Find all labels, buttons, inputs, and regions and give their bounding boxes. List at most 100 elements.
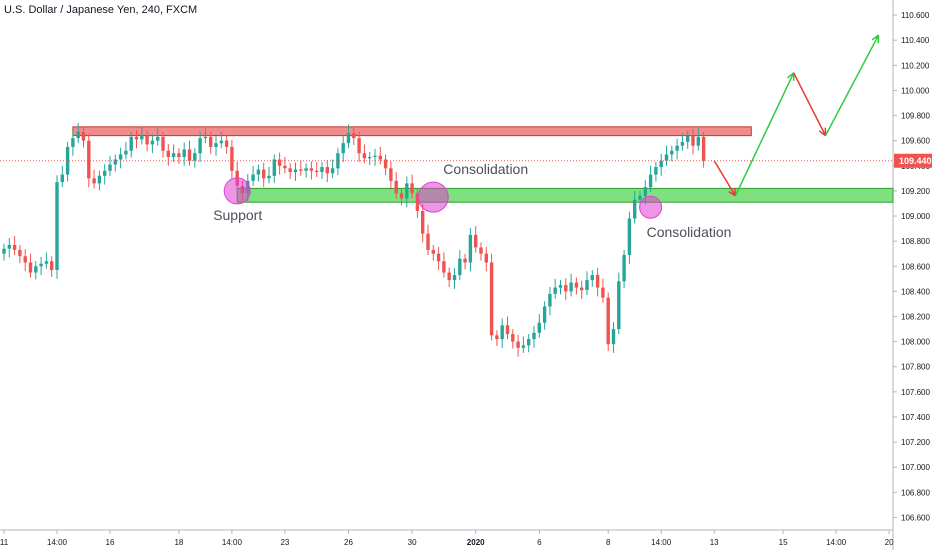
candle-body xyxy=(648,174,653,188)
candle-body xyxy=(346,133,351,144)
price-tick-label: 109.800 xyxy=(901,112,930,121)
candle-body xyxy=(590,275,594,281)
candle-body xyxy=(299,169,303,171)
candle-body xyxy=(368,156,372,159)
consolidation-label: Consolidation xyxy=(647,224,732,240)
candle-body xyxy=(230,146,234,171)
projection-arrowhead xyxy=(871,34,879,41)
price-tick-label: 108.000 xyxy=(901,338,930,347)
candle-body xyxy=(118,154,123,160)
candle-body xyxy=(548,293,552,307)
candle-body xyxy=(23,256,27,263)
candle-body xyxy=(336,153,340,169)
price-tick-label: 107.400 xyxy=(901,413,930,422)
candle-body xyxy=(686,135,690,142)
candle-body xyxy=(664,154,669,161)
candle-body xyxy=(55,182,59,271)
candle-body xyxy=(516,341,520,348)
candle-body xyxy=(680,141,685,146)
candle-body xyxy=(187,149,192,161)
candle-body xyxy=(60,174,64,183)
candle-body xyxy=(431,249,435,254)
candle-body xyxy=(569,282,573,292)
time-tick-label: 11 xyxy=(0,538,9,547)
candle-body xyxy=(108,164,112,171)
candle-body xyxy=(458,258,462,276)
candle-body xyxy=(2,248,6,254)
candle-body xyxy=(500,325,504,340)
candle-body xyxy=(113,159,117,165)
candle-body xyxy=(537,322,541,333)
candle-body xyxy=(484,253,488,263)
candle-body xyxy=(224,140,229,147)
candle-body xyxy=(92,178,96,184)
candle-body xyxy=(288,168,292,173)
time-tick-label: 2020 xyxy=(467,538,485,547)
candle-body xyxy=(304,168,308,171)
candle-body xyxy=(611,329,616,345)
candle-body xyxy=(479,247,483,254)
candle-body xyxy=(394,180,398,194)
candle-body xyxy=(214,143,218,147)
candle-body xyxy=(129,136,133,151)
candle-body xyxy=(701,136,706,161)
time-tick-label: 18 xyxy=(174,538,183,547)
candle-body xyxy=(277,159,282,166)
candle-body xyxy=(691,135,695,146)
price-tick-label: 107.600 xyxy=(901,388,930,397)
candle-body xyxy=(527,339,531,346)
candle-body xyxy=(124,150,128,155)
candle-body xyxy=(103,170,107,176)
candle-body xyxy=(585,280,589,291)
candle-body xyxy=(71,138,75,147)
projection-line xyxy=(734,72,795,197)
candle-body xyxy=(293,169,298,173)
candle-body xyxy=(415,193,420,211)
candle-body xyxy=(7,244,11,249)
time-tick-label: 23 xyxy=(280,538,289,547)
candle-body xyxy=(28,262,33,273)
price-tick-label: 108.600 xyxy=(901,262,930,271)
current-price-label: 109.440 xyxy=(899,156,932,166)
price-tick-label: 109.200 xyxy=(901,187,930,196)
price-tick-label: 110.600 xyxy=(901,11,930,20)
candle-body xyxy=(309,168,314,171)
time-tick-label: 14:00 xyxy=(222,538,243,547)
candle-body xyxy=(643,187,647,196)
current-price-badge xyxy=(894,153,932,168)
candle-body xyxy=(134,136,139,140)
candle-body xyxy=(65,146,70,175)
candle-body xyxy=(670,150,674,155)
candle-body xyxy=(442,261,446,273)
candle-body xyxy=(256,169,261,175)
consolidation-circle xyxy=(417,181,449,213)
time-tick-label: 13 xyxy=(710,538,719,547)
candle-body xyxy=(627,218,632,255)
candle-body xyxy=(436,253,441,262)
candle-body xyxy=(595,275,600,288)
candle-body xyxy=(553,287,557,294)
consolidation-label: Consolidation xyxy=(443,161,528,177)
candle-body xyxy=(532,332,536,340)
price-tick-label: 106.800 xyxy=(901,488,930,497)
time-tick-label: 26 xyxy=(344,538,353,547)
candle-body xyxy=(468,234,473,263)
consolidation-circle xyxy=(223,177,251,205)
candle-body xyxy=(421,210,425,234)
candle-body xyxy=(97,175,102,184)
candle-body xyxy=(12,244,17,250)
price-tick-label: 107.200 xyxy=(901,438,930,447)
candle-body xyxy=(622,254,626,282)
candle-body xyxy=(262,169,266,179)
price-tick-label: 109.600 xyxy=(901,137,930,146)
candle-body xyxy=(44,261,49,264)
candle-body xyxy=(373,155,377,157)
consolidation-circle xyxy=(639,195,663,219)
candle-body xyxy=(696,136,700,146)
candle-body xyxy=(193,153,197,161)
time-tick-label: 14:00 xyxy=(826,538,847,547)
candle-body xyxy=(198,138,202,154)
candle-body xyxy=(463,258,467,263)
time-tick-label: 14:00 xyxy=(651,538,672,547)
